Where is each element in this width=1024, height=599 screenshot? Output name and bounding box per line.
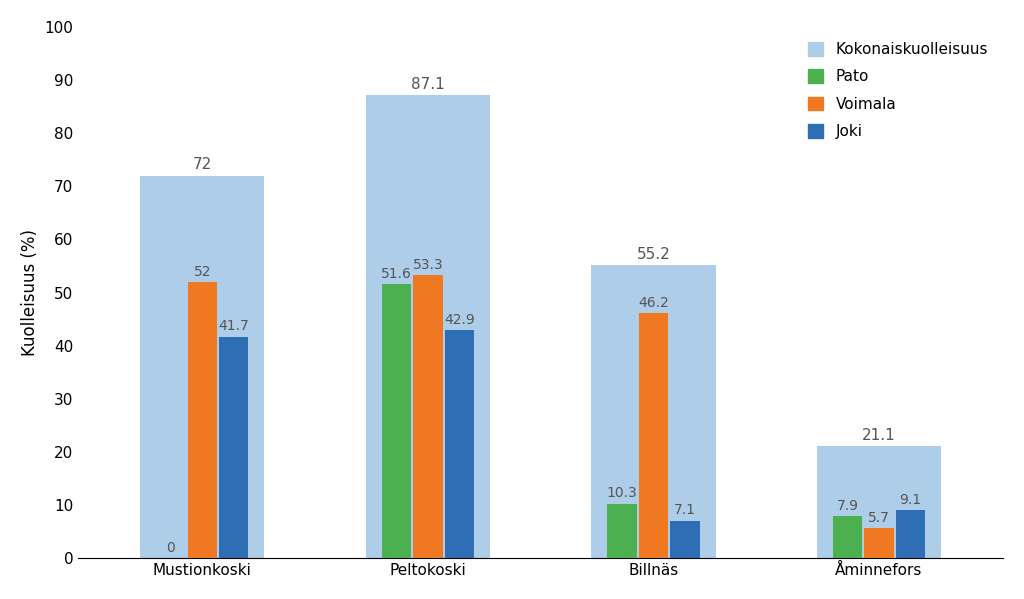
Bar — [592, 265, 716, 558]
Bar — [896, 510, 926, 558]
Text: 46.2: 46.2 — [638, 295, 669, 310]
Text: 10.3: 10.3 — [606, 486, 637, 500]
Bar — [864, 528, 894, 558]
Text: 72: 72 — [193, 158, 212, 173]
Text: 9.1: 9.1 — [900, 493, 922, 507]
Text: 21.1: 21.1 — [862, 428, 896, 443]
Text: 41.7: 41.7 — [218, 319, 249, 334]
Y-axis label: Kuolleisuus (%): Kuolleisuus (%) — [20, 229, 39, 356]
Bar — [833, 516, 862, 558]
Bar — [413, 275, 442, 558]
Text: 7.9: 7.9 — [837, 499, 858, 513]
Bar — [187, 282, 217, 558]
Bar — [366, 95, 489, 558]
Bar — [817, 446, 941, 558]
Text: 42.9: 42.9 — [444, 313, 475, 327]
Bar — [382, 284, 411, 558]
Text: 5.7: 5.7 — [868, 511, 890, 525]
Legend: Kokonaiskuolleisuus, Pato, Voimala, Joki: Kokonaiskuolleisuus, Pato, Voimala, Joki — [800, 35, 995, 147]
Bar — [219, 337, 249, 558]
Text: 53.3: 53.3 — [413, 258, 443, 272]
Bar — [671, 521, 699, 558]
Text: 0: 0 — [166, 541, 175, 555]
Bar — [444, 330, 474, 558]
Text: 51.6: 51.6 — [381, 267, 412, 281]
Text: 55.2: 55.2 — [637, 247, 671, 262]
Bar — [639, 313, 668, 558]
Text: 87.1: 87.1 — [411, 77, 444, 92]
Bar — [607, 504, 637, 558]
Text: 7.1: 7.1 — [674, 503, 696, 518]
Text: 52: 52 — [194, 265, 211, 279]
Bar — [140, 176, 264, 558]
